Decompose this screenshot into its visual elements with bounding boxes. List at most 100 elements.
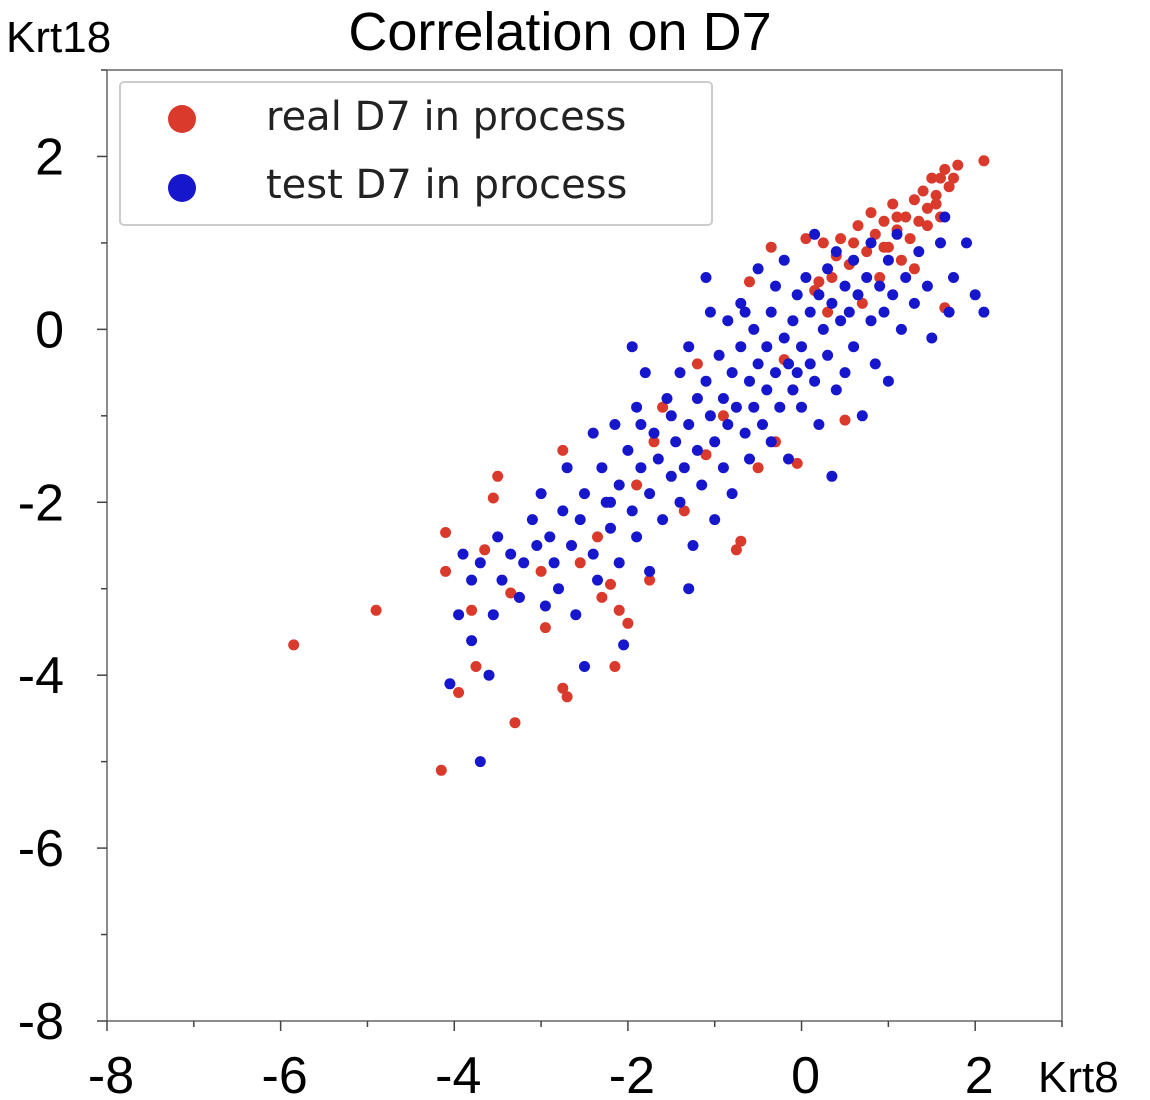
- real-data-point: [800, 233, 812, 245]
- series-test: [444, 211, 990, 768]
- x-axis-label: Krt8: [1038, 1053, 1119, 1100]
- real-data-point: [904, 233, 916, 245]
- real-data-point: [869, 228, 881, 240]
- x-tick-label: -8: [88, 1047, 134, 1100]
- real-data-point: [539, 622, 551, 634]
- series-real: [288, 155, 990, 776]
- test-data-point: [635, 462, 647, 474]
- legend: real D7 in process test D7 in process: [119, 81, 713, 226]
- y-tick-label: -2: [18, 474, 64, 532]
- test-data-point: [561, 462, 573, 474]
- test-data-point: [830, 246, 842, 258]
- y-tick-label: 2: [35, 128, 64, 186]
- test-data-point: [557, 505, 569, 517]
- test-data-point: [592, 574, 603, 586]
- test-data-point: [631, 401, 643, 413]
- test-data-point: [895, 323, 907, 335]
- test-data-point: [752, 358, 764, 370]
- test-data-point: [683, 341, 695, 353]
- real-data-point: [440, 527, 452, 538]
- test-data-point: [704, 410, 716, 422]
- test-data-point: [722, 315, 734, 327]
- test-data-point: [796, 401, 807, 413]
- real-data-point: [535, 565, 547, 577]
- test-data-point: [492, 531, 504, 543]
- real-data-point: [913, 215, 925, 227]
- real-data-point: [895, 254, 907, 266]
- real-data-point: [765, 241, 777, 253]
- test-data-point: [748, 401, 760, 413]
- real-data-point: [948, 172, 959, 184]
- test-data-point: [665, 410, 677, 422]
- real-data-point: [822, 306, 834, 318]
- test-data-point: [874, 280, 886, 292]
- real-data-point: [848, 237, 860, 249]
- test-data-point: [744, 453, 755, 465]
- test-data-point: [804, 358, 816, 370]
- test-data-point: [626, 341, 638, 353]
- test-data-point: [800, 272, 812, 283]
- real-data-point: [453, 687, 465, 698]
- real-data-point: [631, 479, 643, 491]
- real-data-point: [557, 682, 569, 694]
- real-data-point: [926, 172, 938, 184]
- test-data-point: [948, 272, 959, 283]
- test-data-point: [535, 488, 547, 500]
- test-data-point: [891, 228, 903, 240]
- real-data-point: [470, 661, 482, 672]
- test-data-point: [744, 375, 755, 387]
- test-data-point: [487, 609, 499, 621]
- test-data-point: [826, 470, 838, 482]
- test-data-point: [574, 514, 586, 526]
- test-data-point: [752, 263, 764, 275]
- test-data-point: [809, 228, 821, 240]
- real-data-point: [939, 163, 951, 175]
- test-data-point: [843, 306, 855, 318]
- test-data-point: [678, 462, 690, 474]
- real-data-point: [921, 220, 933, 232]
- test-data-point: [696, 479, 708, 491]
- real-data-point: [943, 181, 955, 193]
- test-data-point: [683, 419, 695, 430]
- real-data-point: [561, 691, 573, 703]
- legend-marker-real: [168, 105, 196, 133]
- test-data-point: [726, 488, 738, 500]
- test-data-point: [466, 635, 478, 647]
- test-data-point: [691, 393, 703, 404]
- test-data-point: [908, 297, 920, 309]
- real-data-point: [874, 272, 886, 283]
- test-data-point: [809, 375, 821, 387]
- test-data-point: [770, 280, 781, 292]
- x-tick-label: 2: [965, 1047, 994, 1100]
- test-data-point: [613, 557, 625, 569]
- real-data-point: [861, 246, 873, 258]
- x-tick-label: -4: [435, 1047, 481, 1100]
- y-tick-label: -4: [18, 647, 64, 705]
- test-data-point: [852, 289, 864, 301]
- test-data-point: [822, 349, 834, 361]
- test-data-point: [900, 272, 912, 283]
- test-data-point: [826, 297, 838, 309]
- real-data-point: [839, 414, 851, 426]
- real-data-point: [908, 263, 920, 275]
- legend-marker-test: [168, 174, 196, 202]
- real-data-point: [492, 470, 504, 482]
- test-data-point: [553, 583, 564, 595]
- real-data-point: [596, 591, 608, 603]
- test-data-point: [783, 453, 794, 465]
- test-data-point: [796, 341, 807, 353]
- test-data-point: [713, 349, 725, 361]
- test-data-point: [770, 367, 781, 379]
- test-data-point: [804, 306, 816, 318]
- test-data-point: [644, 565, 656, 577]
- test-data-point: [444, 678, 456, 690]
- real-data-point: [935, 172, 946, 184]
- test-data-point: [774, 401, 786, 413]
- test-data-point: [700, 272, 712, 283]
- real-data-point: [605, 578, 616, 590]
- test-data-point: [787, 384, 799, 396]
- real-data-point: [791, 457, 803, 469]
- test-data-point: [570, 609, 582, 621]
- real-data-point: [509, 717, 521, 729]
